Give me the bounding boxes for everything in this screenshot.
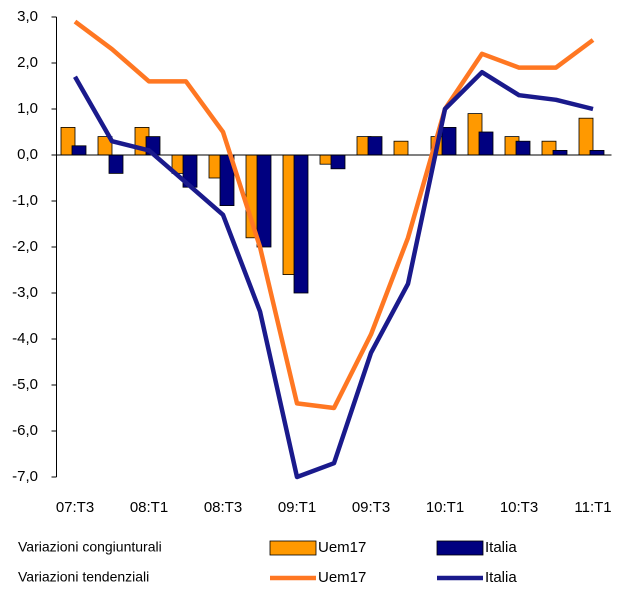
bar	[589, 149, 605, 156]
y-tick-label: 3,0	[17, 8, 38, 25]
x-tick-label: 08:T3	[204, 499, 242, 516]
y-tick-label: 0,0	[17, 146, 38, 163]
y-tick-label: 2,0	[17, 54, 38, 71]
x-tick-label: 10:T1	[426, 499, 464, 516]
bar	[367, 136, 383, 156]
bar	[256, 154, 272, 248]
bar	[330, 154, 346, 170]
x-tick-label: 07:T3	[56, 499, 94, 516]
x-tick-label: 08:T1	[130, 499, 168, 516]
bar	[441, 127, 457, 156]
legend-group-label: Variazioni congiunturali	[18, 539, 162, 555]
y-tick-label: -4,0	[12, 330, 38, 347]
x-tick-label: 11:T1	[574, 499, 611, 516]
line	[73, 19, 595, 411]
y-tick-label: -6,0	[12, 422, 38, 439]
y-tick-label: -2,0	[12, 238, 38, 255]
bar	[478, 131, 494, 156]
legend-label: Italia	[485, 539, 517, 556]
line	[73, 69, 594, 480]
legend-swatch	[436, 540, 484, 556]
y-tick-label: 1,0	[17, 100, 38, 117]
y-tick-label: -1,0	[12, 192, 38, 209]
y-tick-label: -7,0	[12, 468, 38, 485]
bar	[578, 117, 594, 156]
bar	[393, 140, 409, 156]
legend-label: Uem17	[318, 539, 366, 556]
x-tick-label: 09:T1	[278, 499, 316, 516]
bar	[71, 145, 87, 156]
bar	[552, 149, 568, 156]
legend-group-label: Variazioni tendenziali	[18, 569, 149, 585]
y-tick-label: -3,0	[12, 284, 38, 301]
legend-label: Uem17	[318, 569, 366, 586]
y-tick-label: -5,0	[12, 376, 38, 393]
x-tick-label: 09:T3	[352, 499, 390, 516]
legend-label: Italia	[485, 569, 517, 586]
bar	[515, 140, 531, 156]
x-tick-label: 10:T3	[500, 499, 538, 516]
legend-swatch	[269, 540, 317, 556]
bar	[108, 154, 124, 174]
bar	[293, 154, 309, 294]
